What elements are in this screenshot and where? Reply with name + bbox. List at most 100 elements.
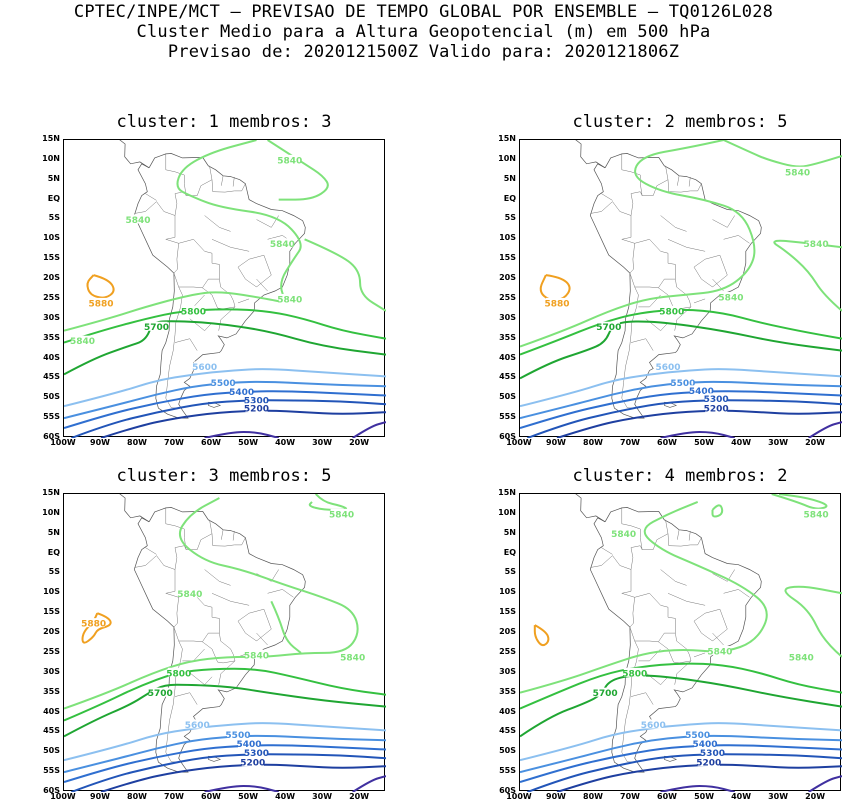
contour-5300: [71, 399, 386, 438]
lon-tick-label: 90W: [546, 792, 566, 801]
lat-tick-label: 5N: [47, 173, 60, 183]
country-border: [660, 215, 687, 232]
country-border: [677, 529, 680, 540]
lon-tick-label: 60W: [201, 438, 222, 447]
contour-label: 5840: [125, 216, 150, 226]
contour-label: 5200: [696, 759, 721, 769]
contour-5840: [267, 140, 329, 201]
contour-label: 5840: [707, 647, 732, 657]
map-panel: 5840 5840 5840 5840 5800 5700 5600 5500 5400 5300…: [519, 493, 842, 792]
country-border: [667, 533, 702, 547]
lat-tick-label: 60S: [43, 786, 60, 795]
contour-label-bg: [660, 305, 683, 315]
lon-tick-label: 90W: [546, 438, 566, 447]
contour-5840: [711, 504, 724, 518]
contour-label: 5840: [177, 590, 202, 600]
country-border: [688, 176, 691, 187]
map-panel: 5840 5840 5880 5840 5800 5700 5600 5500 5400 5300…: [519, 139, 842, 438]
contour-label-bg: [182, 305, 205, 315]
contour-label-bg: [212, 377, 235, 387]
contour-label-bg: [805, 238, 828, 248]
contour-label: 5800: [659, 307, 684, 317]
contour-label: 5400: [689, 387, 714, 397]
lat-tick-label: 20S: [499, 627, 516, 637]
contour-5600: [520, 368, 842, 408]
contour-label-bg: [805, 508, 828, 518]
country-border: [237, 254, 272, 288]
panel-title: cluster: 4 membros: 2: [572, 466, 788, 486]
contour-5300: [527, 753, 842, 792]
country-border: [165, 507, 187, 550]
contour-5500: [520, 734, 842, 774]
country-border: [658, 287, 692, 310]
country-border: [667, 239, 706, 252]
lat-tick-label: 55S: [499, 766, 516, 776]
contour-label-bg: [719, 291, 742, 301]
header-line-2: Cluster Medio para a Altura Geopotencial…: [136, 22, 711, 42]
lat-tick-label: 15N: [498, 488, 516, 497]
contour-5800: [520, 308, 842, 356]
contour-label-bg: [341, 651, 364, 661]
lat-tick-label: 45S: [43, 726, 60, 736]
contour-5880: [539, 274, 571, 302]
country-border: [202, 641, 236, 664]
lat-tick-label: 35S: [499, 332, 516, 342]
country-border: [211, 179, 246, 193]
country-border: [174, 165, 213, 216]
contour-5500: [64, 380, 386, 420]
contour-label-bg: [642, 719, 665, 729]
contour-5700: [64, 683, 386, 738]
contour-label: 5700: [148, 689, 173, 699]
country-border: [174, 692, 198, 705]
lat-tick-label: EQ: [47, 547, 60, 557]
contour-5100: [660, 430, 735, 438]
lat-tick-label: EQ: [47, 193, 60, 203]
contour-label: 5840: [329, 510, 354, 520]
header-line-3: Previsao de: 2020121500Z Valido para: 20…: [167, 42, 680, 62]
contour-5200: [556, 409, 842, 438]
contour-label-bg: [786, 166, 809, 176]
lat-tick-label: 15N: [42, 134, 60, 143]
contour-label: 5840: [804, 240, 829, 250]
contour-5400: [64, 390, 386, 430]
lat-tick-label: 30S: [499, 666, 516, 676]
contour-5100: [660, 784, 735, 792]
lon-tick-label: 100W: [506, 792, 532, 801]
country-border: [232, 176, 235, 187]
lat-tick-label: EQ: [503, 193, 516, 203]
lat-tick-label: 10S: [499, 587, 516, 597]
contour-label-bg: [690, 385, 713, 395]
lat-tick-label: 60S: [499, 786, 516, 795]
lat-tick-label: 50S: [499, 392, 516, 402]
contour-5400: [520, 390, 842, 430]
contour-5600: [64, 722, 386, 762]
lon-tick-label: 50W: [694, 438, 715, 447]
contour-label: 5500: [685, 731, 710, 741]
contour-label: 5840: [277, 156, 302, 166]
contour-label-bg: [623, 667, 646, 677]
contour-label: 5600: [185, 721, 210, 731]
geopotential-map: 5840 5840 5880 5840 5800 5700 5600 550054005300…: [520, 140, 842, 438]
contour-label: 5880: [88, 299, 113, 309]
lat-tick-label: 15N: [42, 488, 60, 497]
country-border: [634, 593, 676, 634]
contour-label: 5400: [693, 740, 718, 750]
contour-5600: [64, 368, 386, 408]
contour-label-bg: [245, 747, 268, 757]
lat-tick-label: 35S: [499, 686, 516, 696]
lat-tick-label: 5N: [47, 527, 60, 537]
lon-tick-label: 70W: [620, 438, 641, 447]
country-border: [174, 338, 198, 351]
lat-tick-label: 50S: [43, 746, 60, 756]
contour-5200: [100, 409, 386, 438]
lat-tick-label: 25S: [43, 646, 60, 656]
country-border: [178, 278, 236, 331]
contour-label-bg: [705, 403, 728, 413]
contour-5300: [527, 399, 842, 438]
contour-label: 5300: [704, 395, 729, 405]
country-border: [145, 547, 157, 555]
contour-label: 5840: [70, 337, 95, 347]
country-border: [630, 165, 669, 216]
contour-5100: [352, 421, 386, 438]
lat-tick-label: 35S: [43, 332, 60, 342]
